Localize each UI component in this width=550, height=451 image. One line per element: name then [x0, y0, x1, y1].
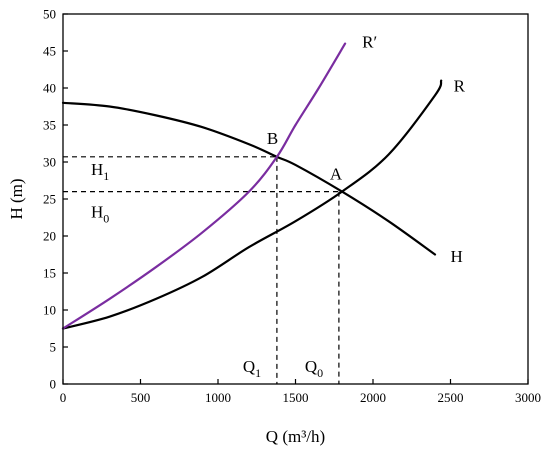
y-tick-label: 35 [43, 118, 56, 133]
y-tick-label: 45 [43, 44, 56, 59]
y-tick-label: 30 [43, 155, 56, 170]
y-tick-label: 20 [43, 229, 56, 244]
y-tick-label: 15 [43, 266, 56, 281]
y-tick-label: 0 [50, 377, 57, 392]
y-tick-label: 25 [43, 192, 56, 207]
y-tick-label: 10 [43, 303, 56, 318]
y-tick-label: 50 [43, 7, 56, 22]
curve-h [61, 101, 437, 256]
x-tick-label: 2500 [438, 390, 464, 405]
y-tick-label: 40 [43, 81, 56, 96]
label-q1: Q1 [243, 357, 261, 380]
x-tick-label: 500 [131, 390, 151, 405]
curve-label-h: H [451, 247, 463, 266]
annotations: H R R′ H1 H0 Q1 Q0 A B [91, 32, 466, 380]
axes [62, 13, 529, 385]
curve-label-r-prime: R′ [362, 32, 377, 51]
y-tick-label: 5 [50, 340, 57, 355]
x-tick-label: 2000 [360, 390, 386, 405]
point-label-a: A [330, 165, 343, 184]
reference-lines [63, 156, 340, 384]
x-axis-title: Q (m³/h) [266, 427, 325, 446]
curves [61, 42, 443, 330]
curve-r [61, 79, 443, 330]
point-label-b: B [267, 129, 278, 148]
tick-labels: 0 500 1000 1500 2000 2500 3000 0 5 10 15 20 25 30 35 40… [43, 7, 541, 406]
x-tick-label: 0 [60, 390, 67, 405]
x-tick-label: 1500 [283, 390, 309, 405]
label-h0: H0 [91, 203, 109, 226]
curve-r-prime [61, 42, 347, 330]
x-tick-label: 3000 [515, 390, 541, 405]
plot-frame [62, 13, 529, 385]
curve-label-r: R [454, 77, 466, 96]
label-q0: Q0 [305, 357, 323, 380]
label-h1: H1 [91, 160, 109, 183]
y-axis-title: H (m) [7, 178, 26, 219]
x-tick-label: 1000 [205, 390, 231, 405]
